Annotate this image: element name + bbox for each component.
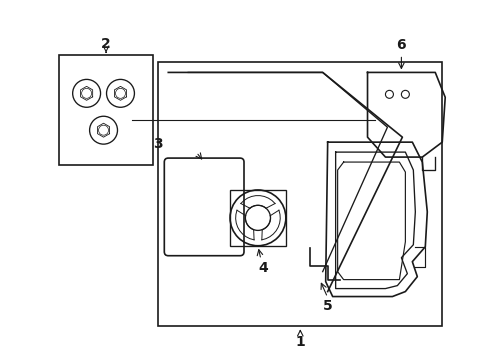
Bar [59,55,153,165]
Text: 1: 1 [295,336,305,349]
Text: 4: 4 [258,261,267,275]
Text: 5: 5 [322,298,332,312]
Bar [229,190,285,246]
Bar [158,62,441,327]
Text: 6: 6 [396,37,406,51]
Text: 2: 2 [101,36,111,50]
Text: 3: 3 [153,137,163,151]
